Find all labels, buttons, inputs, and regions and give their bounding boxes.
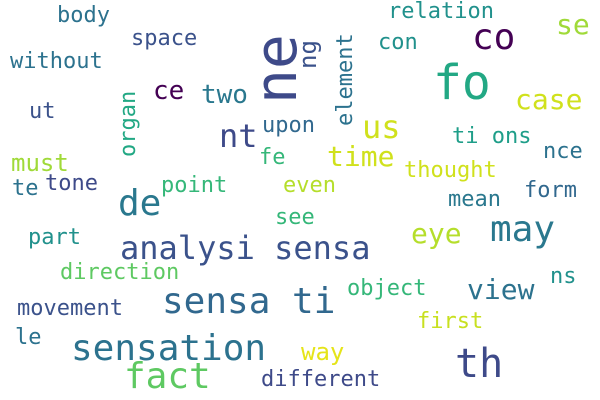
word-ng: ng xyxy=(294,40,322,69)
word-co: co xyxy=(472,17,516,58)
word-sensa-ti: sensa ti xyxy=(162,281,336,322)
word-se: se xyxy=(556,8,590,41)
word-le: le xyxy=(15,325,42,350)
word-nce: nce xyxy=(543,139,583,164)
word-analysi-sensa: analysi sensa xyxy=(120,229,371,267)
word-te: te xyxy=(12,176,39,201)
word-sensation: sensation xyxy=(71,328,267,369)
word-ut: ut xyxy=(29,99,56,124)
word-mean: mean xyxy=(448,187,501,212)
word-fe: fe xyxy=(259,145,286,170)
word-part: part xyxy=(28,225,81,250)
word-body: body xyxy=(57,3,110,28)
word-element: element xyxy=(333,33,358,126)
word-us: us xyxy=(362,108,401,146)
word-must: must xyxy=(11,149,69,177)
word-organ: organ xyxy=(116,90,141,157)
word-fo: fo xyxy=(433,55,491,111)
word-way: way xyxy=(301,338,345,366)
word-without: without xyxy=(10,49,103,74)
word-nt: nt xyxy=(219,117,258,155)
word-upon: upon xyxy=(262,113,315,138)
word-movement: movement xyxy=(17,296,123,321)
word-con: con xyxy=(378,30,418,55)
word-object: object xyxy=(347,276,427,301)
word-fact: fact xyxy=(124,356,211,397)
word-view: view xyxy=(467,273,535,306)
word-tone: tone xyxy=(45,171,98,196)
word-space: space xyxy=(131,26,198,51)
word-point: point xyxy=(161,173,228,198)
word-first: first xyxy=(417,309,484,334)
word-de: de xyxy=(118,183,162,224)
word-even: even xyxy=(283,173,336,198)
word-ti-ons: ti ons xyxy=(452,124,532,149)
word-thought: thought xyxy=(404,158,497,183)
word-different: different xyxy=(261,367,381,392)
word-ce: ce xyxy=(153,76,185,106)
word-form: form xyxy=(524,178,577,203)
word-th: th xyxy=(455,341,504,387)
word-time: time xyxy=(327,140,395,173)
word-two: two xyxy=(201,80,248,110)
word-may: may xyxy=(490,209,556,250)
word-direction: direction xyxy=(60,260,180,285)
word-relation: relation xyxy=(388,0,494,24)
word-eye: eye xyxy=(411,217,462,250)
word-ns: ns xyxy=(550,264,577,289)
word-case: case xyxy=(515,83,583,116)
word-see: see xyxy=(275,205,315,230)
